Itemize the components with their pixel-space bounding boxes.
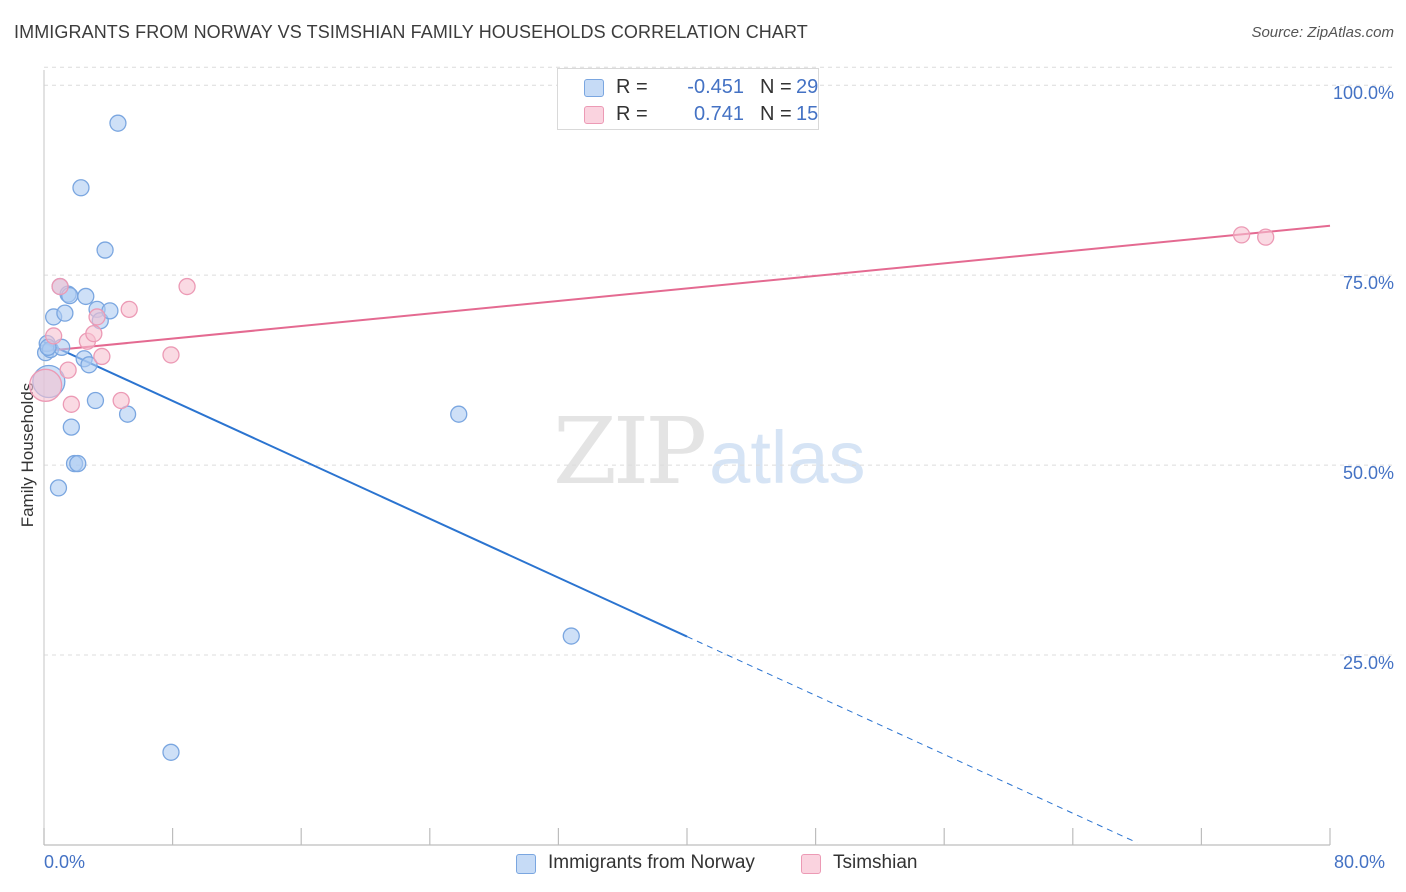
norway-trend-line xyxy=(43,341,688,638)
tsimshian-point xyxy=(178,277,196,296)
tsimshian-point xyxy=(59,361,77,379)
tsimshian-point xyxy=(28,368,63,402)
norway-point xyxy=(49,479,68,497)
legend-label: Immigrants from Norway xyxy=(548,852,755,873)
y-tick-label: 75.0% xyxy=(1342,273,1394,294)
n-value: 15 xyxy=(796,103,819,125)
r-value: -0.451 xyxy=(687,76,744,98)
gridlines xyxy=(44,66,1392,656)
norway-point xyxy=(56,304,74,322)
x-tick-label-min: 0.0% xyxy=(44,852,86,872)
tsimshian-trend-line xyxy=(43,224,1331,353)
series-legend: Immigrants from Norway Tsimshian xyxy=(0,852,1406,878)
norway-point xyxy=(562,627,580,645)
correlation-legend: R = -0.451 N = 29 R = 0.741 N = 15 xyxy=(557,68,819,130)
data-points xyxy=(28,114,1275,761)
n-value: 29 xyxy=(796,76,819,98)
tsimshian-point xyxy=(93,347,111,366)
norway-point xyxy=(69,454,87,473)
norway-point xyxy=(77,287,95,306)
tsimshian-point xyxy=(51,277,69,296)
r-value: 0.741 xyxy=(693,103,744,125)
y-tick-label: 50.0% xyxy=(1342,463,1394,484)
norway-point xyxy=(62,418,80,436)
r-label: R = xyxy=(616,76,648,98)
y-tick-label: 25.0% xyxy=(1342,653,1394,674)
tsimshian-point xyxy=(44,327,63,345)
norway-point xyxy=(96,241,114,259)
norway-point xyxy=(109,114,127,132)
x-tick-label-max: 80.0% xyxy=(1334,852,1386,872)
tsimshian-point xyxy=(85,325,103,343)
chart-title: IMMIGRANTS FROM NORWAY VS TSIMSHIAN FAMI… xyxy=(14,22,808,42)
source-credit: Source: ZipAtlas.com xyxy=(1251,24,1394,41)
legend-label: Tsimshian xyxy=(833,852,918,873)
norway-point xyxy=(450,405,468,423)
tsimshian-point xyxy=(162,346,180,364)
blue-swatch xyxy=(584,79,604,97)
norway-trend-extension xyxy=(686,636,1138,844)
r-label: R = xyxy=(616,103,648,125)
tsimshian-point xyxy=(120,300,138,318)
tsimshian-point xyxy=(62,395,80,413)
norway-point xyxy=(72,179,90,197)
blue-swatch xyxy=(516,854,536,874)
pink-swatch xyxy=(584,106,604,124)
tsimshian-point xyxy=(112,391,130,410)
trend-lines xyxy=(43,224,1331,844)
y-tick-label: 100.0% xyxy=(1332,83,1394,104)
pink-swatch xyxy=(801,854,821,874)
norway-point xyxy=(162,743,180,761)
tsimshian-point xyxy=(1232,226,1251,244)
norway-point xyxy=(86,391,105,410)
n-label: N = xyxy=(760,103,792,125)
tsimshian-point xyxy=(88,308,106,326)
norway-point xyxy=(80,356,98,374)
n-label: N = xyxy=(760,76,792,98)
tsimshian-point xyxy=(1257,228,1275,246)
axes xyxy=(43,70,1331,846)
